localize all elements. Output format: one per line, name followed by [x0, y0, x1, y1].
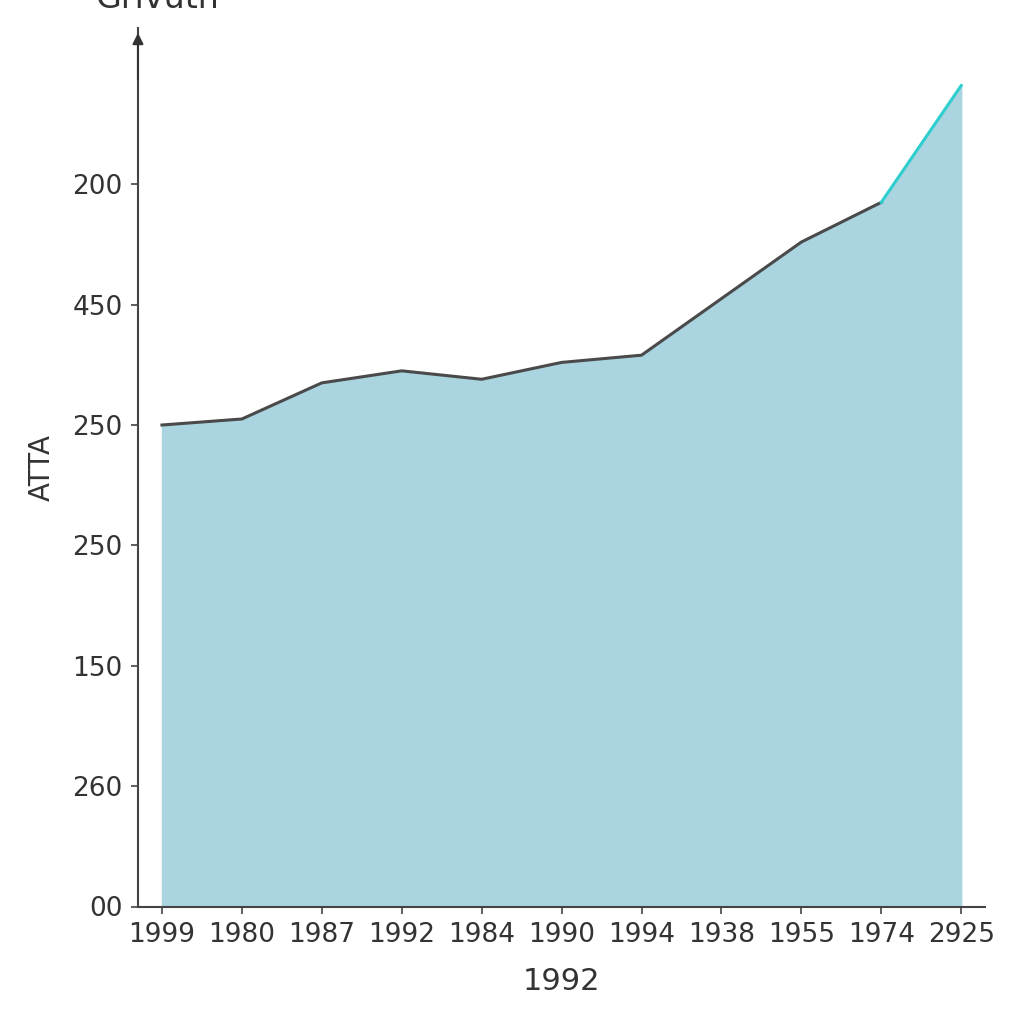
Text: Grivuth: Grivuth [95, 0, 219, 15]
Y-axis label: ATTA: ATTA [28, 433, 55, 501]
X-axis label: 1992: 1992 [523, 968, 600, 996]
